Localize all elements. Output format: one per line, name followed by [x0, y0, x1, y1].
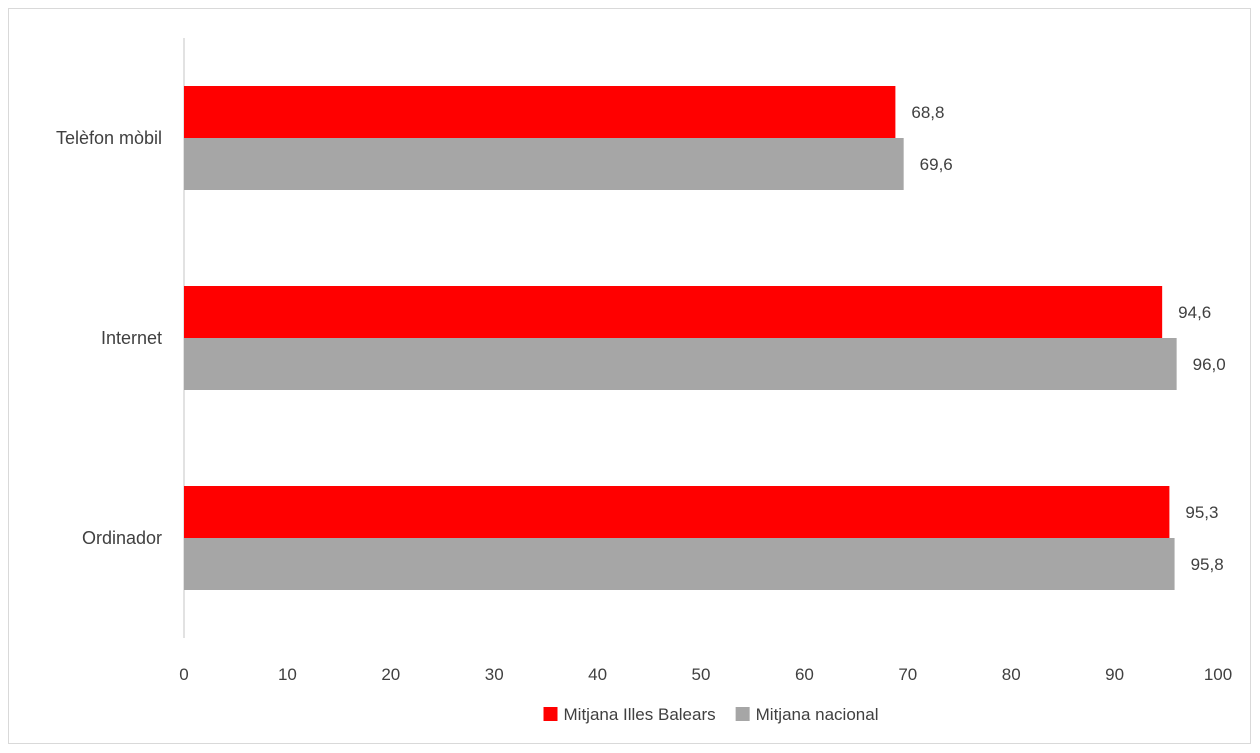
category-label-telefon-mobil: Telèfon mòbil — [56, 128, 162, 148]
x-tick-label: 80 — [1002, 665, 1021, 684]
legend-label-mitjana-nacional: Mitjana nacional — [756, 705, 879, 724]
legend-label-mitjana-illes-balears: Mitjana Illes Balears — [564, 705, 716, 724]
x-tick-label: 90 — [1105, 665, 1124, 684]
x-tick-label: 0 — [179, 665, 188, 684]
bar-mitjana-nacional-internet — [184, 338, 1177, 390]
x-tick-label: 100 — [1204, 665, 1232, 684]
x-tick-label: 50 — [692, 665, 711, 684]
data-label-mitjana-nacional-ordinador: 95,8 — [1191, 555, 1224, 574]
x-tick-label: 20 — [381, 665, 400, 684]
legend-swatch-mitjana-illes-balears — [543, 707, 558, 721]
bar-mitjana-illes-balears-ordinador — [184, 486, 1170, 538]
data-label-mitjana-illes-balears-ordinador: 95,3 — [1185, 503, 1218, 522]
bar-mitjana-nacional-telefon-mobil — [184, 138, 904, 190]
category-label-ordinador: Ordinador — [82, 528, 162, 548]
data-label-mitjana-nacional-internet: 96,0 — [1193, 355, 1226, 374]
x-tick-label: 60 — [795, 665, 814, 684]
x-tick-label: 40 — [588, 665, 607, 684]
bar-mitjana-nacional-ordinador — [184, 538, 1175, 590]
data-label-mitjana-nacional-telefon-mobil: 69,6 — [920, 155, 953, 174]
data-label-mitjana-illes-balears-telefon-mobil: 68,8 — [911, 103, 944, 122]
x-tick-label: 10 — [278, 665, 297, 684]
category-label-internet: Internet — [101, 328, 162, 348]
x-tick-label: 70 — [898, 665, 917, 684]
bar-mitjana-illes-balears-telefon-mobil — [184, 86, 896, 138]
data-label-mitjana-illes-balears-internet: 94,6 — [1178, 303, 1211, 322]
legend-swatch-mitjana-nacional — [735, 707, 750, 721]
bar-mitjana-illes-balears-internet — [184, 286, 1163, 338]
x-tick-label: 30 — [485, 665, 504, 684]
